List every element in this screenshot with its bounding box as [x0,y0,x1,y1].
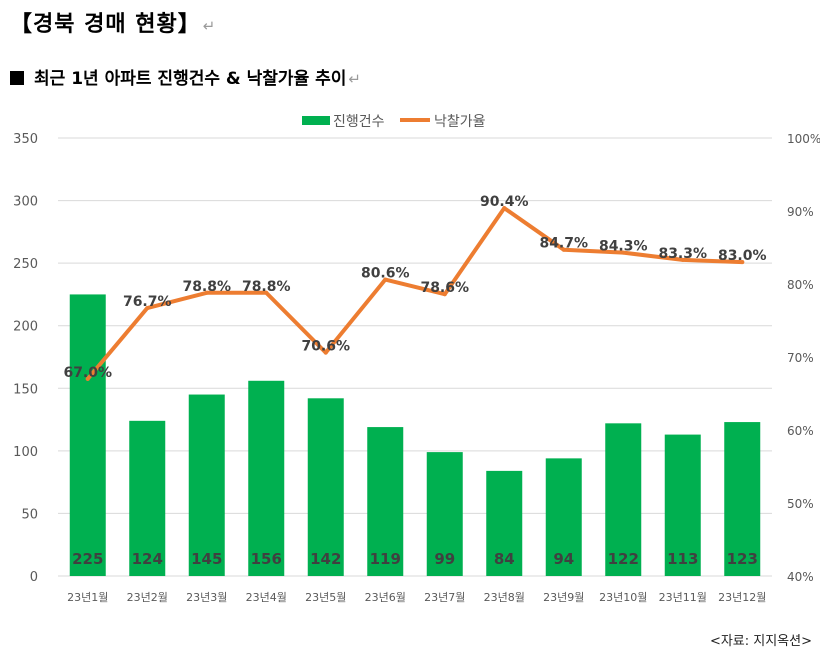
source-note: <자료: 지지옥션> [709,634,812,649]
x-tick-label: 23년10월 [599,591,647,604]
x-tick-label: 23년2월 [127,591,168,604]
line-data-label: 67.0% [63,365,112,381]
x-tick-label: 23년5월 [305,591,346,604]
bar-data-label: 123 [727,550,758,568]
line-data-label: 80.6% [361,266,410,282]
x-tick-label: 23년11월 [659,591,707,604]
y-right-tick-label: 70% [787,351,814,365]
x-tick-label: 23년12월 [718,591,766,604]
line-data-label: 90.4% [480,194,529,210]
line-point [621,250,626,255]
bar [605,423,642,576]
bar [129,420,166,576]
legend-bar-swatch [302,116,330,125]
y-right-tick-label: 50% [787,497,814,511]
line-data-label: 78.6% [420,280,469,296]
line-point [502,206,507,211]
line-data-label: 84.7% [539,236,588,252]
bar [307,398,344,576]
return-mark-icon: ↵ [202,17,217,35]
bar [486,470,523,576]
y-left-tick-label: 0 [30,570,38,585]
y-left-tick-label: 250 [13,257,38,272]
line-data-label: 70.6% [301,339,350,355]
bar [724,422,761,576]
bar-data-label: 225 [72,550,103,568]
line-data-label: 76.7% [123,294,172,310]
line-point [680,257,685,262]
x-tick-label: 23년7월 [424,591,465,604]
line-point [145,306,150,311]
return-mark-icon: ↵ [348,70,361,88]
y-right-tick-label: 100% [787,132,820,146]
y-right-tick-label: 60% [787,424,814,438]
bar-data-label: 145 [191,550,222,568]
line-data-label: 78.8% [182,279,231,295]
legend-line-label: 낙찰가율 [434,114,486,130]
line-data-label: 83.3% [658,246,707,262]
bar [664,434,701,576]
bar [69,294,106,576]
y-left-tick-label: 200 [13,320,38,335]
bar-data-label: 113 [667,550,698,568]
bar [426,452,463,576]
x-tick-label: 23년4월 [246,591,287,604]
x-tick-label: 23년3월 [186,591,227,604]
bar [367,427,404,576]
y-right-tick-label: 80% [787,278,814,292]
legend-bar-label: 진행건수 [333,114,385,130]
line-series [85,206,745,381]
bar-data-label: 94 [553,550,574,568]
line-data-label: 84.3% [599,239,648,255]
bar-data-label: 156 [251,550,282,568]
y-left-tick-label: 150 [13,382,38,397]
bar-data-label: 124 [132,550,163,568]
line-point [323,350,328,355]
y-left-tick-label: 50 [21,507,38,522]
y-left-tick-label: 300 [13,195,38,210]
bar-data-label: 142 [310,550,341,568]
page-title: 【경북 경매 현황】 ↵ [10,12,217,37]
bar-data-label: 122 [608,550,639,568]
x-tick-label: 23년6월 [365,591,406,604]
bar [545,458,582,576]
line-point [442,292,447,297]
line-point [85,376,90,381]
line-point [204,290,209,295]
line-point [264,290,269,295]
line-point [383,277,388,282]
bar-data-label: 119 [370,550,401,568]
y-left-tick-label: 100 [13,445,38,460]
y-left-tick-label: 350 [13,132,38,147]
chart-subtitle: 최근 1년 아파트 진행건수 & 낙찰가율 추이 ↵ [10,64,361,89]
square-bullet-icon [10,71,24,85]
x-tick-label: 23년1월 [67,591,108,604]
bar-data-label: 84 [494,550,515,568]
line-data-label: 83.0% [718,248,767,264]
bar [248,380,285,576]
line-point [561,247,566,252]
y-right-tick-label: 90% [787,205,814,219]
x-tick-label: 23년9월 [543,591,584,604]
bar-data-label: 99 [434,550,455,568]
line-data-label: 78.8% [242,279,291,295]
bar [188,394,225,576]
line-point [740,260,745,265]
y-right-tick-label: 40% [787,570,814,584]
x-tick-label: 23년8월 [484,591,525,604]
